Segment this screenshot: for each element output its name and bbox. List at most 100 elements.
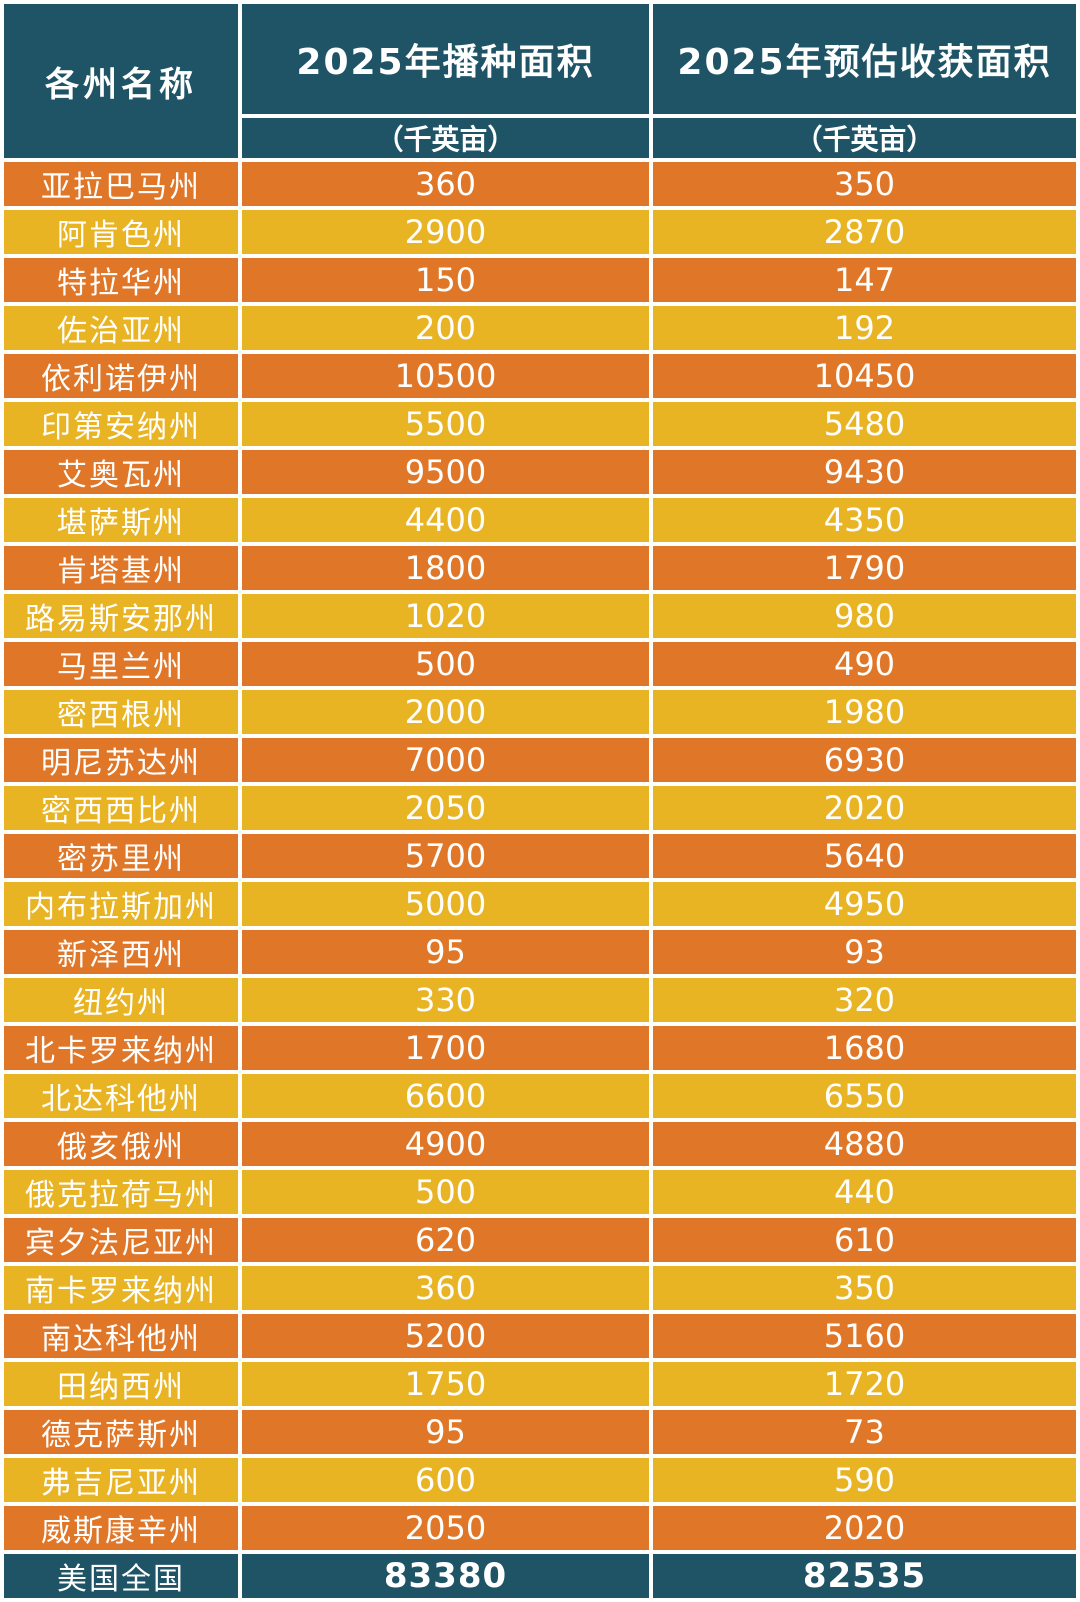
table-row: 密苏里州 5700 5640 [4,834,1076,878]
state-name-cell: 密西根州 [4,690,238,734]
header-planted-unit: （千英亩） [242,118,649,158]
planted-area-cell: 360 [242,162,649,206]
harvest-area-cell: 590 [653,1458,1076,1502]
state-name-cell: 依利诺伊州 [4,354,238,398]
harvest-area-cell: 4950 [653,882,1076,926]
state-name-cell: 佐治亚州 [4,306,238,350]
state-name-cell: 南达科他州 [4,1314,238,1358]
table-body: 亚拉巴马州 360 350 阿肯色州 2900 2870 特拉华州 150 147 佐治亚州 200… [4,162,1076,1550]
harvest-area-cell: 5640 [653,834,1076,878]
state-name-cell: 德克萨斯州 [4,1410,238,1454]
planted-area-cell: 2050 [242,786,649,830]
harvest-area-cell: 980 [653,594,1076,638]
harvest-area-cell: 490 [653,642,1076,686]
harvest-area-cell: 192 [653,306,1076,350]
harvest-area-cell: 1790 [653,546,1076,590]
state-name-cell: 纽约州 [4,978,238,1022]
planted-area-cell: 1750 [242,1362,649,1406]
harvest-area-cell: 5480 [653,402,1076,446]
harvest-area-cell: 2870 [653,210,1076,254]
table-row: 明尼苏达州 7000 6930 [4,738,1076,782]
table-row: 内布拉斯加州 5000 4950 [4,882,1076,926]
table-row: 特拉华州 150 147 [4,258,1076,302]
planted-area-cell: 7000 [242,738,649,782]
header-state-name: 各州名称 [4,4,238,158]
state-name-cell: 密西西比州 [4,786,238,830]
table-row: 弗吉尼亚州 600 590 [4,1458,1076,1502]
state-name-cell: 特拉华州 [4,258,238,302]
table-row: 肯塔基州 1800 1790 [4,546,1076,590]
harvest-area-cell: 4880 [653,1122,1076,1166]
table-row: 威斯康辛州 2050 2020 [4,1506,1076,1550]
planted-area-cell: 200 [242,306,649,350]
planted-area-cell: 95 [242,1410,649,1454]
table-row: 阿肯色州 2900 2870 [4,210,1076,254]
planted-area-cell: 360 [242,1266,649,1310]
table-row: 德克萨斯州 95 73 [4,1410,1076,1454]
planted-area-cell: 4400 [242,498,649,542]
planted-area-cell: 2000 [242,690,649,734]
planted-area-cell: 5200 [242,1314,649,1358]
harvest-area-cell: 9430 [653,450,1076,494]
planted-area-cell: 1800 [242,546,649,590]
harvest-area-cell: 2020 [653,1506,1076,1550]
state-name-cell: 堪萨斯州 [4,498,238,542]
planted-area-cell: 600 [242,1458,649,1502]
harvest-area-cell: 6550 [653,1074,1076,1118]
planted-area-cell: 5000 [242,882,649,926]
table-row: 密西西比州 2050 2020 [4,786,1076,830]
state-name-cell: 肯塔基州 [4,546,238,590]
harvest-area-cell: 610 [653,1218,1076,1262]
planted-area-cell: 150 [242,258,649,302]
planted-area-cell: 500 [242,1170,649,1214]
state-name-cell: 新泽西州 [4,930,238,974]
planted-area-cell: 10500 [242,354,649,398]
planted-area-cell: 6600 [242,1074,649,1118]
state-name-cell: 威斯康辛州 [4,1506,238,1550]
planted-area-cell: 5500 [242,402,649,446]
header-harvest-unit: （千英亩） [653,118,1076,158]
harvest-area-cell: 1980 [653,690,1076,734]
state-name-cell: 北达科他州 [4,1074,238,1118]
state-name-cell: 田纳西州 [4,1362,238,1406]
harvest-area-cell: 10450 [653,354,1076,398]
table-row: 纽约州 330 320 [4,978,1076,1022]
table-row: 北卡罗来纳州 1700 1680 [4,1026,1076,1070]
state-name-cell: 路易斯安那州 [4,594,238,638]
planted-area-cell: 620 [242,1218,649,1262]
state-name-cell: 阿肯色州 [4,210,238,254]
planted-area-cell: 500 [242,642,649,686]
planted-area-cell: 1020 [242,594,649,638]
table-row: 密西根州 2000 1980 [4,690,1076,734]
state-name-cell: 俄亥俄州 [4,1122,238,1166]
state-name-cell: 宾夕法尼亚州 [4,1218,238,1262]
state-name-cell: 俄克拉荷马州 [4,1170,238,1214]
state-name-cell: 马里兰州 [4,642,238,686]
table-row: 亚拉巴马州 360 350 [4,162,1076,206]
planted-area-cell: 4900 [242,1122,649,1166]
table-row: 艾奥瓦州 9500 9430 [4,450,1076,494]
harvest-area-cell: 73 [653,1410,1076,1454]
harvest-area-cell: 6930 [653,738,1076,782]
harvest-area-cell: 1720 [653,1362,1076,1406]
harvest-area-cell: 2020 [653,786,1076,830]
state-name-cell: 亚拉巴马州 [4,162,238,206]
state-name-cell: 弗吉尼亚州 [4,1458,238,1502]
harvest-area-cell: 320 [653,978,1076,1022]
table-row: 田纳西州 1750 1720 [4,1362,1076,1406]
state-name-cell: 北卡罗来纳州 [4,1026,238,1070]
harvest-area-cell: 350 [653,162,1076,206]
harvest-area-cell: 350 [653,1266,1076,1310]
state-name-cell: 明尼苏达州 [4,738,238,782]
harvest-area-cell: 147 [653,258,1076,302]
table-row: 俄克拉荷马州 500 440 [4,1170,1076,1214]
harvest-area-cell: 5160 [653,1314,1076,1358]
planted-area-cell: 9500 [242,450,649,494]
state-name-cell: 艾奥瓦州 [4,450,238,494]
planted-area-cell: 95 [242,930,649,974]
header-harvest-area: 2025年预估收获面积 [653,4,1076,114]
planted-area-cell: 5700 [242,834,649,878]
table-row: 路易斯安那州 1020 980 [4,594,1076,638]
planted-area-cell: 2900 [242,210,649,254]
table-row: 宾夕法尼亚州 620 610 [4,1218,1076,1262]
